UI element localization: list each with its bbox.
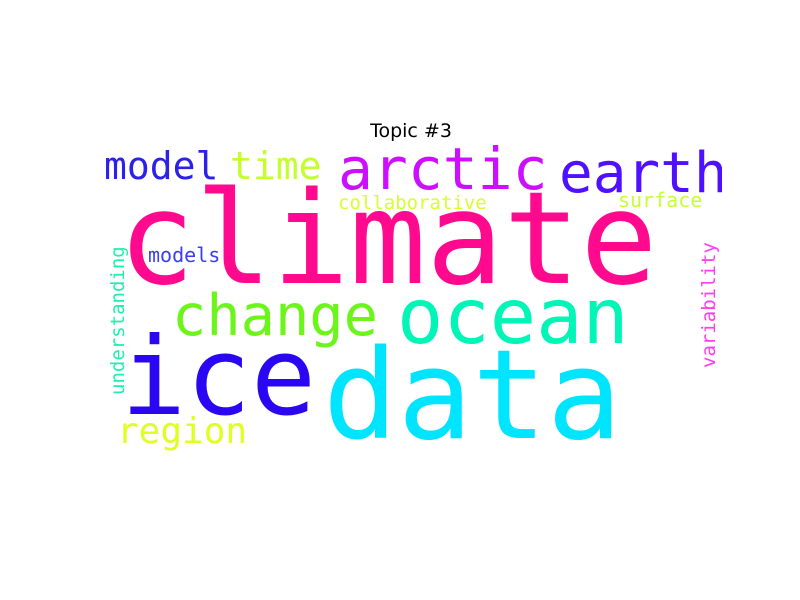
- word-collaborative: collaborative: [338, 192, 487, 214]
- word-ocean: ocean: [397, 273, 629, 362]
- word-cloud: climate data ice ocean arctic earth chan…: [100, 143, 722, 457]
- word-change: change: [172, 283, 378, 349]
- word-climate: climate: [118, 165, 657, 314]
- word-model: model: [104, 144, 218, 188]
- word-arctic: arctic: [338, 143, 548, 203]
- word-models: models: [148, 243, 220, 267]
- word-region: region: [117, 411, 247, 452]
- word-cloud-canvas: climate data ice ocean arctic earth chan…: [104, 143, 722, 457]
- word-data: data: [323, 324, 622, 457]
- word-earth: earth: [559, 143, 722, 206]
- word-time: time: [230, 144, 322, 188]
- word-ice: ice: [121, 315, 316, 440]
- figure-title: Topic #3: [370, 120, 452, 142]
- word-understanding: understanding: [107, 246, 129, 395]
- word-variability: variability: [698, 242, 720, 368]
- word-surface: surface: [618, 188, 702, 212]
